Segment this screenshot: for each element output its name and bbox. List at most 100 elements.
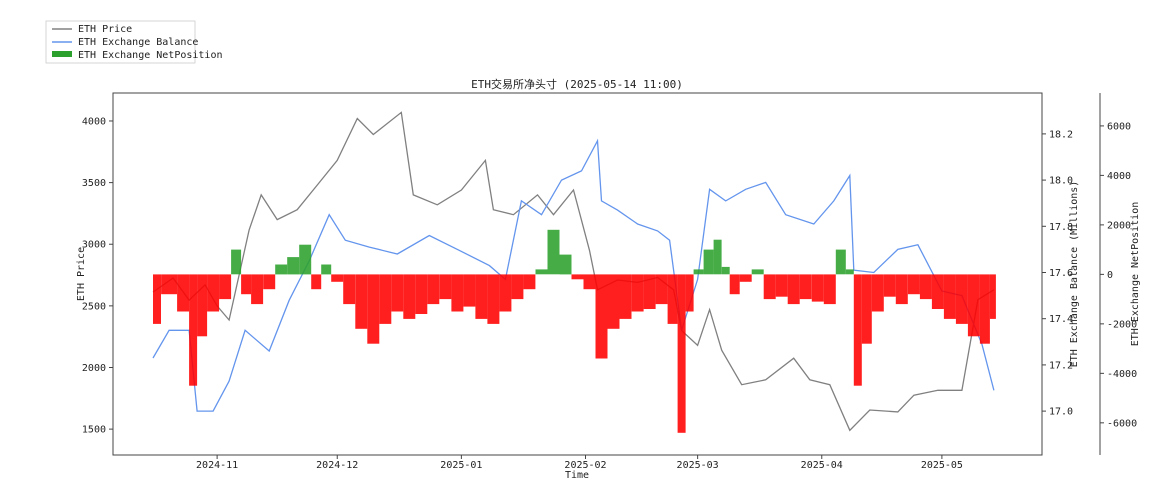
netposition-bar — [871, 274, 884, 312]
netposition-bar — [943, 274, 956, 319]
netposition-bar — [263, 274, 276, 290]
netposition-bar — [845, 269, 854, 275]
y-axis-label-right2: ETH Exchange NetPosition — [1130, 202, 1141, 347]
netposition-bar — [763, 274, 776, 300]
y-left-tick-label: 4000 — [82, 116, 106, 127]
netposition-bar — [619, 274, 632, 319]
netposition-bar — [231, 249, 242, 275]
netposition-bar — [787, 274, 800, 305]
netposition-bar — [299, 244, 312, 275]
netposition-bar — [713, 239, 722, 275]
x-axis-label: Time — [565, 470, 589, 481]
netposition-bar — [523, 274, 536, 290]
netposition-bar — [559, 254, 572, 275]
netposition-bar — [177, 274, 190, 312]
legend: ETH Price ETH Exchange Balance ETH Excha… — [45, 20, 223, 64]
netposition-bar — [955, 274, 968, 324]
y-right2-tick-label: 2000 — [1107, 220, 1131, 231]
price-line — [152, 111, 995, 432]
netposition-bar — [799, 274, 812, 300]
netposition-bar — [655, 274, 668, 305]
legend-label-netposition: ETH Exchange NetPosition — [78, 50, 223, 61]
netposition-bar — [547, 229, 560, 275]
y-left-tick-label: 1500 — [82, 425, 106, 436]
x-tick-label: 2025-01 — [440, 460, 482, 471]
legend-label-balance: ETH Exchange Balance — [78, 37, 198, 48]
netposition-bar — [685, 274, 694, 312]
x-tick-label: 2025-05 — [921, 460, 963, 471]
y-right2-tick-label: 4000 — [1107, 171, 1131, 182]
netposition-bar — [355, 274, 368, 329]
netposition-bar — [907, 274, 920, 295]
y-right-tick-label: 17.4 — [1049, 314, 1073, 325]
netposition-bar — [153, 274, 161, 324]
netposition-bar — [693, 269, 704, 275]
netposition-bar — [667, 274, 678, 324]
netposition-bar — [835, 249, 846, 275]
netposition-bar — [739, 274, 752, 282]
netposition-bar — [367, 274, 380, 344]
netposition-bar — [439, 274, 452, 300]
y-right2-tick-label: 0 — [1107, 270, 1113, 281]
y-left-tick-label: 3500 — [82, 178, 106, 189]
netposition-bar — [775, 274, 788, 297]
netposition-bar — [811, 274, 824, 302]
netposition-bar — [535, 269, 548, 275]
x-tick-label: 2025-03 — [677, 460, 719, 471]
y-left-tick-label: 3000 — [82, 240, 106, 251]
chart-title: ETH交易所净头寸 (2025-05-14 11:00) — [471, 77, 683, 91]
netposition-bar — [287, 257, 300, 275]
netposition-bar — [427, 274, 440, 305]
netposition-bar — [343, 274, 356, 305]
y-right-tick-label: 17.8 — [1049, 222, 1073, 233]
netposition-bar — [379, 274, 392, 324]
y-right-tick-label: 18.0 — [1049, 176, 1073, 187]
netposition-bar — [451, 274, 464, 312]
netposition-bar — [311, 274, 322, 290]
y-right-tick-label: 17.6 — [1049, 268, 1073, 279]
netposition-bar — [511, 274, 524, 300]
netposition-bar — [703, 249, 714, 275]
netposition-bar — [919, 274, 932, 300]
netposition-bar — [161, 274, 178, 295]
netposition-bar — [989, 274, 996, 319]
netposition-bar — [883, 274, 896, 297]
netposition-bar — [931, 274, 944, 309]
plot-area — [152, 111, 996, 433]
y-right-tick-label: 17.2 — [1049, 360, 1073, 371]
netposition-bar — [275, 264, 288, 275]
netposition-bar — [751, 269, 764, 275]
x-tick-label: 2025-04 — [801, 460, 843, 471]
netposition-bar — [475, 274, 488, 319]
netposition-bar — [607, 274, 620, 329]
netposition-bar — [583, 274, 596, 290]
netposition-bar — [415, 274, 428, 314]
netposition-bar — [321, 264, 332, 275]
legend-swatch-netposition — [52, 51, 72, 57]
netposition-bar — [729, 274, 740, 295]
netposition-bar — [219, 274, 232, 300]
y-right-tick-label: 17.0 — [1049, 407, 1073, 418]
netposition-bar — [241, 274, 252, 295]
y-left-tick-label: 2000 — [82, 363, 106, 374]
x-tick-label: 2024-12 — [316, 460, 358, 471]
netposition-bar — [197, 274, 208, 337]
netposition-bar — [571, 274, 584, 280]
netposition-bar — [895, 274, 908, 305]
netposition-bar — [499, 274, 512, 312]
balance-line — [152, 138, 995, 412]
netposition-bar — [487, 274, 500, 324]
axes: 2024-11 2024-12 2025-01 2025-02 2025-03 2025-… — [82, 92, 1137, 471]
netposition-bar — [331, 274, 344, 282]
netposition-bar — [967, 274, 980, 337]
netposition-bar — [189, 274, 198, 386]
y-left-tick-label: 2500 — [82, 301, 106, 312]
x-tick-label: 2024-11 — [196, 460, 238, 471]
netposition-bar — [251, 274, 264, 305]
netposition-bar — [595, 274, 608, 359]
y-right2-tick-label: -2000 — [1107, 319, 1137, 330]
y-axis-label-right: ETH Exchange Balance (Millions) — [1069, 181, 1080, 368]
y-right2-tick-label: -6000 — [1107, 418, 1137, 429]
netposition-bar — [823, 274, 836, 305]
